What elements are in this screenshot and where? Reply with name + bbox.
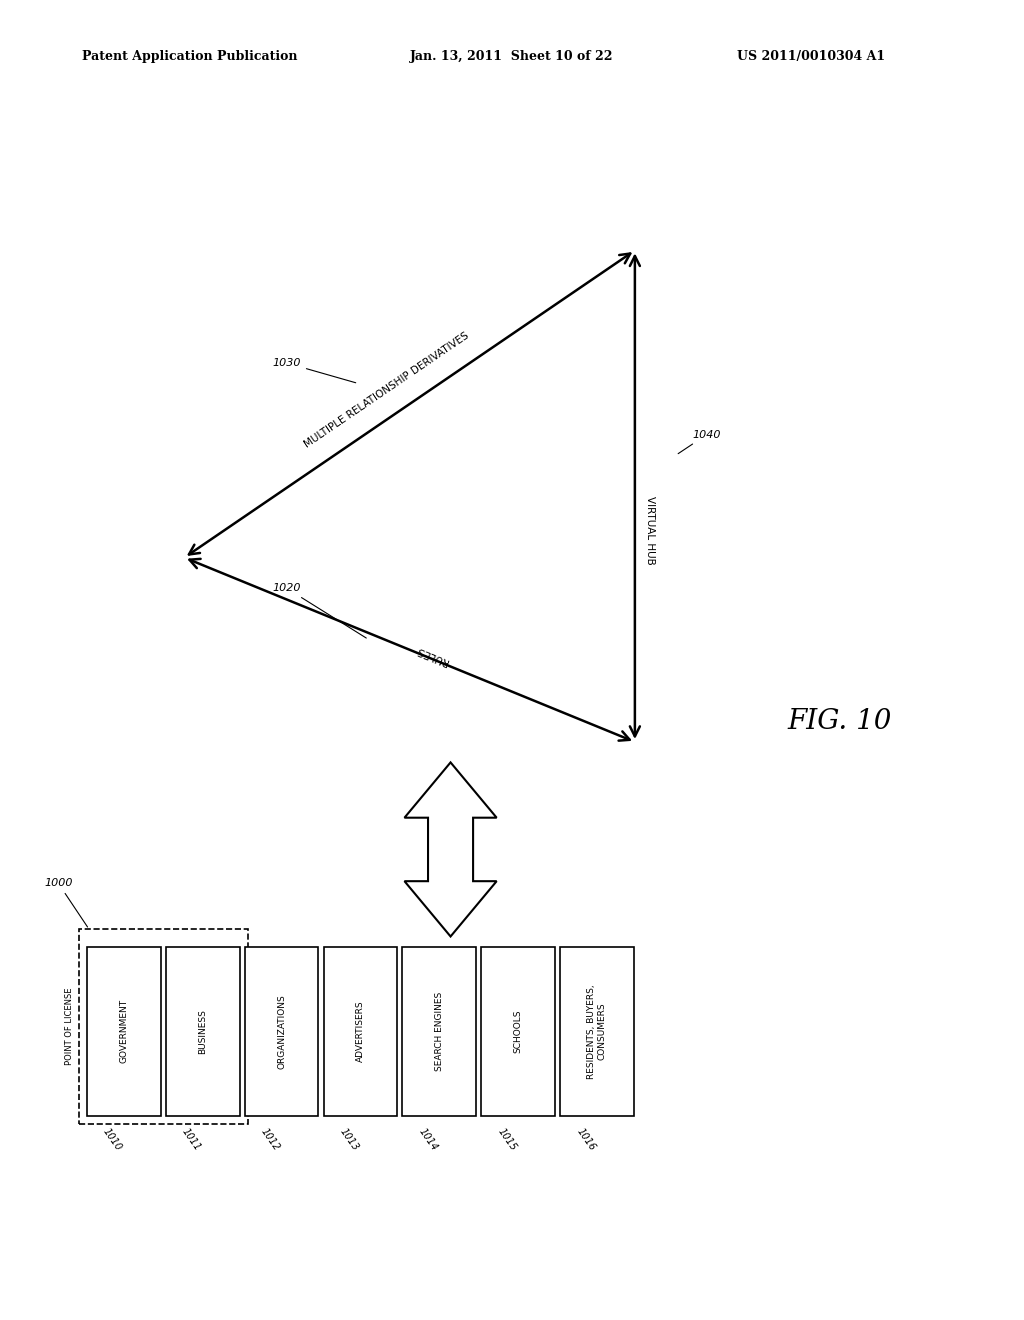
- Text: 1030: 1030: [272, 358, 355, 383]
- Text: ORGANIZATIONS: ORGANIZATIONS: [278, 994, 286, 1069]
- Bar: [560, 946, 634, 1115]
- Text: VIRTUAL HUB: VIRTUAL HUB: [645, 496, 655, 565]
- Text: 1012: 1012: [259, 1126, 282, 1152]
- Text: ADVERTISERS: ADVERTISERS: [356, 1001, 365, 1063]
- Text: SEARCH ENGINES: SEARCH ENGINES: [435, 991, 443, 1071]
- Text: 1016: 1016: [574, 1126, 597, 1152]
- Text: 1014: 1014: [417, 1126, 439, 1152]
- Text: 1020: 1020: [272, 583, 367, 638]
- Text: 1013: 1013: [338, 1126, 360, 1152]
- Text: GOVERNMENT: GOVERNMENT: [120, 999, 128, 1064]
- Text: Jan. 13, 2011  Sheet 10 of 22: Jan. 13, 2011 Sheet 10 of 22: [410, 50, 613, 63]
- Text: 1011: 1011: [180, 1126, 203, 1152]
- Text: 1010: 1010: [101, 1126, 124, 1152]
- Text: RULES: RULES: [415, 644, 450, 667]
- Text: 1000: 1000: [44, 878, 87, 927]
- Bar: [481, 946, 555, 1115]
- Text: POINT OF LICENSE: POINT OF LICENSE: [65, 987, 74, 1065]
- Text: 1015: 1015: [496, 1126, 518, 1152]
- Text: US 2011/0010304 A1: US 2011/0010304 A1: [737, 50, 886, 63]
- Bar: [87, 946, 161, 1115]
- Bar: [245, 946, 318, 1115]
- Text: MULTIPLE RELATIONSHIP DERIVATIVES: MULTIPLE RELATIONSHIP DERIVATIVES: [302, 330, 470, 449]
- Text: FIG. 10: FIG. 10: [787, 708, 892, 735]
- Text: RESIDENTS, BUYERS,
CONSUMERS: RESIDENTS, BUYERS, CONSUMERS: [588, 983, 606, 1078]
- Text: SCHOOLS: SCHOOLS: [514, 1010, 522, 1053]
- Text: 1040: 1040: [678, 430, 721, 454]
- Bar: [166, 946, 240, 1115]
- Bar: [402, 946, 476, 1115]
- Bar: [79, 929, 248, 1123]
- Text: Patent Application Publication: Patent Application Publication: [82, 50, 297, 63]
- Polygon shape: [404, 763, 497, 936]
- Text: BUSINESS: BUSINESS: [199, 1008, 207, 1053]
- Bar: [324, 946, 397, 1115]
